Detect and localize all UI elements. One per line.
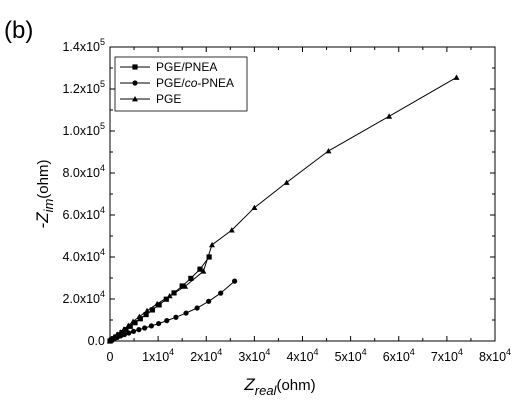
x-axis-title: Zreal(ohm) bbox=[243, 375, 315, 398]
axis-titles: Zreal(ohm) -Zim(ohm) bbox=[33, 160, 316, 398]
x-tick-label: 0 bbox=[107, 350, 114, 364]
data-point bbox=[163, 296, 169, 302]
y-tick-label: 6.0x104 bbox=[62, 205, 105, 222]
y-tick-label: 2.0x104 bbox=[62, 289, 105, 306]
data-point bbox=[130, 318, 137, 324]
data-point bbox=[206, 254, 212, 260]
data-point bbox=[182, 283, 189, 289]
data-point bbox=[114, 331, 121, 337]
y-axis-title: -Zim(ohm) bbox=[33, 160, 56, 229]
data-point bbox=[125, 322, 132, 329]
data-point bbox=[148, 323, 154, 329]
y-tick-label: 1.4x105 bbox=[62, 37, 105, 54]
legend-label: PGE/co-PNEA bbox=[156, 76, 234, 90]
data-point bbox=[154, 300, 161, 307]
data-point bbox=[197, 266, 203, 272]
data-point bbox=[218, 290, 224, 296]
y-tick-label: 1.2x105 bbox=[62, 79, 105, 96]
legend-marker bbox=[132, 64, 138, 70]
data-point bbox=[117, 329, 124, 335]
data-point bbox=[121, 331, 128, 338]
data-point bbox=[136, 327, 142, 333]
data-point bbox=[173, 314, 179, 320]
legend-item: PGE/co-PNEA bbox=[120, 76, 234, 90]
data-point bbox=[251, 204, 258, 211]
legend-label: PGE/PNEA bbox=[156, 60, 217, 74]
data-point bbox=[179, 283, 185, 289]
data-point bbox=[149, 307, 155, 313]
y-tick-label: 1.0x105 bbox=[62, 121, 105, 138]
legend-marker bbox=[132, 96, 138, 102]
legend: PGE/PNEA PGE/co-PNEA PGE bbox=[114, 56, 248, 112]
data-point bbox=[206, 298, 212, 304]
x-tick-label: 7x104 bbox=[431, 347, 463, 364]
data-point bbox=[143, 311, 149, 318]
data-point bbox=[156, 320, 162, 327]
series-triangle bbox=[107, 74, 460, 344]
legend-item: PGE bbox=[120, 92, 181, 106]
x-tick-label: 3x104 bbox=[238, 347, 270, 364]
data-point bbox=[126, 330, 132, 336]
legend-item: PGE/PNEA bbox=[120, 60, 217, 74]
y-axis-ticks: 0.0 2.0x104 4.0x104 6.0x104 8.0x104 1.0x105 1.… bbox=[62, 37, 495, 348]
series-line bbox=[109, 76, 457, 342]
series-circle bbox=[107, 278, 238, 344]
data-point bbox=[136, 313, 143, 320]
series-layer bbox=[107, 74, 460, 344]
x-tick-label: 4x104 bbox=[286, 347, 318, 364]
data-point bbox=[386, 113, 393, 119]
data-point bbox=[183, 310, 189, 316]
data-point bbox=[194, 305, 200, 311]
data-point bbox=[232, 278, 238, 284]
data-point bbox=[200, 268, 207, 274]
data-point bbox=[166, 292, 173, 299]
panel-label: (b) bbox=[4, 17, 33, 44]
data-point bbox=[120, 326, 127, 332]
x-tick-label: 6x104 bbox=[383, 347, 415, 364]
data-point bbox=[283, 179, 290, 185]
y-tick-label: 8.0x104 bbox=[62, 163, 105, 180]
data-point bbox=[453, 74, 460, 80]
x-tick-label: 5x104 bbox=[335, 347, 367, 364]
y-tick-label: 0.0 bbox=[88, 334, 105, 348]
data-point bbox=[188, 275, 194, 282]
data-point bbox=[228, 227, 235, 233]
x-axis-ticks: 0 1x104 2x104 3x104 4x104 5x104 6x104 7x104 8x10… bbox=[107, 47, 511, 364]
data-point bbox=[123, 327, 129, 333]
legend-marker bbox=[132, 80, 138, 86]
legend-label: PGE bbox=[156, 92, 181, 106]
data-point bbox=[325, 147, 332, 154]
x-tick-label: 2x104 bbox=[190, 347, 222, 364]
data-point bbox=[144, 307, 151, 314]
y-tick-label: 4.0x104 bbox=[62, 247, 105, 264]
data-point bbox=[142, 325, 148, 331]
x-tick-label: 1x104 bbox=[142, 347, 174, 364]
data-point bbox=[209, 241, 216, 248]
x-tick-label: 8x104 bbox=[479, 347, 511, 364]
data-point bbox=[130, 328, 137, 334]
data-point bbox=[164, 318, 170, 324]
